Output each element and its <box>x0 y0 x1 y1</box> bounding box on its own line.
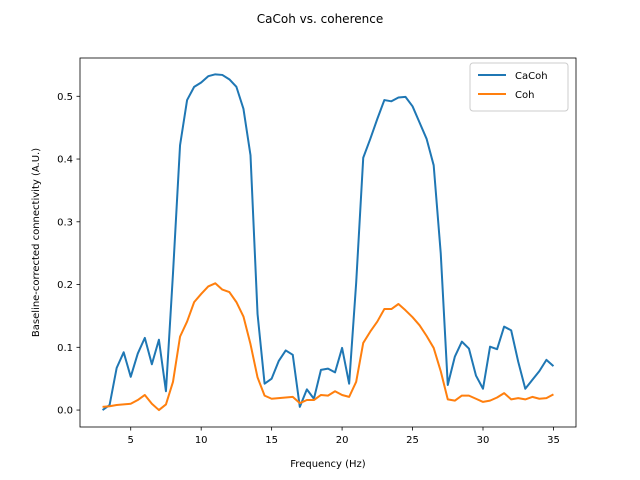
plot-area <box>101 73 555 412</box>
y-tick-label: 0.5 <box>57 92 73 103</box>
x-tick-label: 30 <box>477 435 490 446</box>
series-line-coh <box>102 282 554 412</box>
y-tick-label: 0.1 <box>57 343 73 354</box>
x-tick-label: 5 <box>128 435 134 446</box>
y-tick-label: 0.0 <box>57 406 73 417</box>
legend-label-cacoh: CaCoh <box>515 71 548 82</box>
series-line-cacoh <box>101 73 555 411</box>
x-tick-label: 35 <box>547 435 560 446</box>
axes-frame <box>79 57 577 428</box>
x-tick-label: 25 <box>406 435 419 446</box>
x-tick-label: 15 <box>265 435 278 446</box>
x-tick-label: 10 <box>195 435 208 446</box>
legend-label-coh: Coh <box>515 90 534 101</box>
y-tick-label: 0.2 <box>57 280 73 291</box>
y-tick-label: 0.4 <box>57 155 73 166</box>
y-axis: 0.0 0.1 0.2 0.3 0.4 0.5 <box>57 92 80 417</box>
chart-title: CaCoh vs. coherence <box>257 12 383 26</box>
y-tick-label: 0.3 <box>57 217 73 228</box>
y-axis-label: Baseline-corrected connectivity (A.U.) <box>31 148 42 337</box>
x-axis-label: Frequency (Hz) <box>290 459 366 470</box>
x-axis: 5 10 15 20 25 30 35 <box>128 427 560 446</box>
x-tick-label: 20 <box>336 435 349 446</box>
legend: CaCoh Coh <box>469 62 569 112</box>
